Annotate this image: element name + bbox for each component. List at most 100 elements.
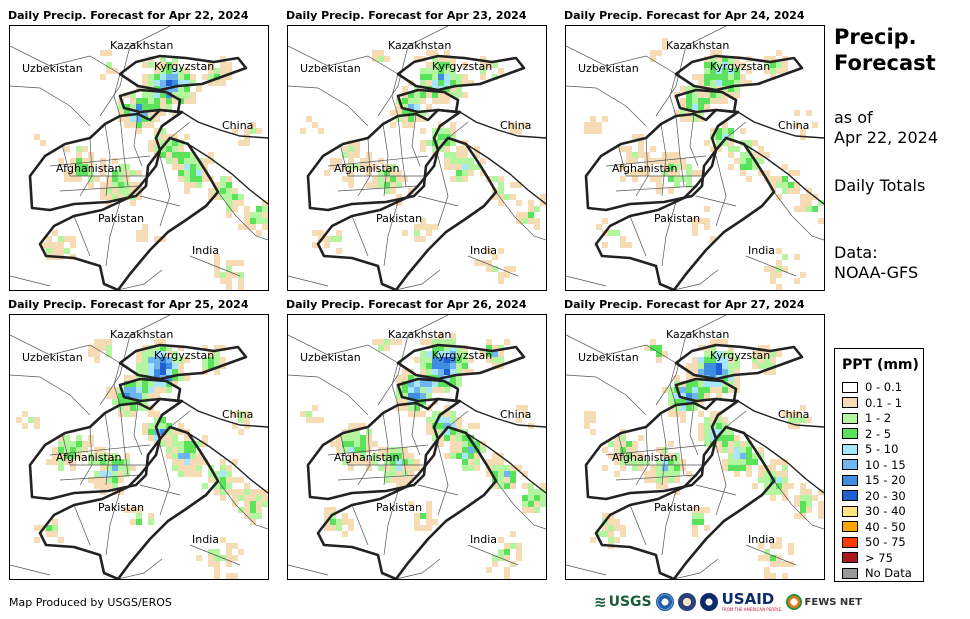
precip-cell [728,92,734,98]
precip-cell [360,441,366,447]
country-label-kyrgyzstan: Kyrgyzstan [432,349,492,362]
precip-cell [348,146,354,152]
precip-cell [142,363,148,369]
precip-cell [432,519,438,525]
precip-cell [668,411,674,417]
precip-cell [450,435,456,441]
precip-cell [740,164,746,170]
usaid-tagline: FROM THE AMERICAN PEOPLE [721,607,782,612]
admin-boundary [655,26,727,117]
precip-cell [402,387,408,393]
precip-cell [220,465,226,471]
precip-cell [528,507,534,513]
precip-cell [438,128,444,134]
precip-cell [776,260,782,266]
precip-cell [396,465,402,471]
legend-label: > 75 [865,550,893,565]
precip-cell [764,68,770,74]
precip-cell [438,68,444,74]
precip-cell [354,423,360,429]
precip-cell [336,525,342,531]
precip-cell [492,62,498,68]
precip-cell [208,549,214,555]
precip-cell [638,465,644,471]
forecast-title-line2: Forecast [834,51,936,75]
precip-cell [118,393,124,399]
precip-cell [746,453,752,459]
precip-cell [444,98,450,104]
precip-cell [740,62,746,68]
precip-cell [704,218,710,224]
precip-cell [342,152,348,158]
precip-cell [414,513,420,519]
precip-cell [432,128,438,134]
as-of-date: as of Apr 22, 2024 [834,108,938,148]
precip-cell [148,369,154,375]
precip-cell [758,453,764,459]
precip-cell [142,98,148,104]
precip-cell [704,417,710,423]
precip-cell [456,363,462,369]
precip-cell [256,495,262,501]
admin-boundary [99,315,171,406]
precip-cell [740,459,746,465]
precip-cell [166,98,172,104]
precip-cell [734,465,740,471]
precip-cell [734,363,740,369]
precip-cell [58,459,64,465]
precip-cell [450,411,456,417]
precip-cell [818,501,824,507]
precip-cell [752,164,758,170]
precip-cell [468,423,474,429]
precip-cell [172,369,178,375]
precip-cell [214,182,220,188]
precip-cell [728,381,734,387]
precip-cell [602,447,608,453]
precip-cell [160,110,166,116]
precip-cell [680,393,686,399]
precip-cell [722,122,728,128]
precip-cell [172,110,178,116]
precip-cell [384,170,390,176]
precip-cell [342,459,348,465]
precip-cell [704,68,710,74]
precip-cell [734,68,740,74]
precip-cell [214,549,220,555]
precip-cell [184,182,190,188]
precip-cell [614,537,620,543]
precip-cell [88,170,94,176]
precip-cell [710,339,716,345]
precip-cell [178,345,184,351]
precip-cell [770,182,776,188]
precip-cell [770,68,776,74]
precip-cell [34,423,40,429]
precip-cell [686,387,692,393]
pakistan-border [316,425,498,579]
precip-cell [226,206,232,212]
precip-cell [396,375,402,381]
precip-cell [312,405,318,411]
precip-cell [76,447,82,453]
precip-cell [776,351,782,357]
precip-cell [148,519,154,525]
precip-cell [692,531,698,537]
precip-cell [160,68,166,74]
precip-cell [492,266,498,272]
precip-cell [794,182,800,188]
precip-cell [130,507,136,513]
precip-cell [782,164,788,170]
precip-cell [444,357,450,363]
precip-cell [426,519,432,525]
precip-cell [226,200,232,206]
precip-cell [674,393,680,399]
precip-cell [250,218,256,224]
precip-cell [788,182,794,188]
precip-cell [408,387,414,393]
admin-boundary [288,374,369,416]
precip-cell [638,134,644,140]
precip-cell [324,170,330,176]
precip-cell [178,369,184,375]
precip-cell [100,459,106,465]
precip-cell [426,507,432,513]
